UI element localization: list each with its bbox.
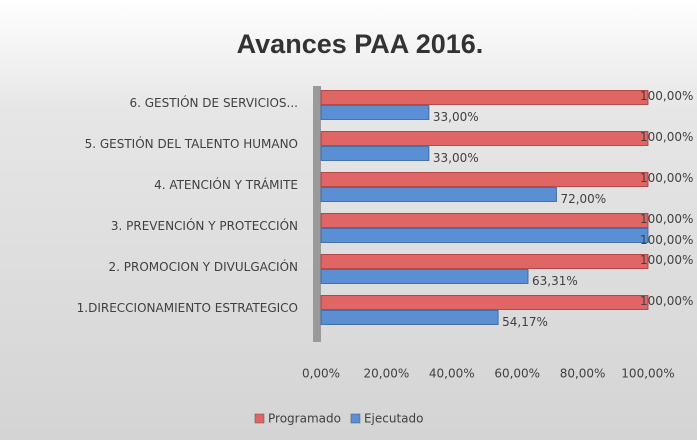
bar	[320, 172, 649, 187]
y-tick-label: 2. PROMOCION Y DIVULGACIÓN	[109, 259, 298, 274]
y-tick-label: 4. ATENCIÓN Y TRÁMITE	[154, 177, 298, 192]
x-tick-label: 60,00%	[494, 367, 540, 381]
value-label: 100,00%	[640, 171, 693, 185]
legend-label: Programado	[268, 412, 341, 426]
y-tick-label: 6. GESTIÓN DE SERVICIOS...	[129, 95, 298, 110]
axis-wall	[313, 86, 321, 342]
bar	[320, 228, 649, 243]
value-label: 63,31%	[532, 274, 578, 288]
value-label: 100,00%	[640, 253, 693, 267]
x-tick-label: 20,00%	[364, 367, 410, 381]
value-label: 100,00%	[640, 233, 693, 247]
value-label: 100,00%	[640, 212, 693, 226]
chart-title: Avances PAA 2016.	[237, 29, 484, 59]
bar	[320, 105, 430, 120]
bar	[320, 213, 649, 228]
x-tick-label: 40,00%	[429, 367, 475, 381]
bar	[320, 90, 649, 105]
x-tick-label: 80,00%	[560, 367, 606, 381]
y-tick-label: 3. PREVENCIÓN Y PROTECCIÓN	[111, 218, 298, 233]
value-label: 100,00%	[640, 294, 693, 308]
value-label: 54,17%	[502, 315, 548, 329]
x-tick-label: 100,00%	[621, 367, 674, 381]
value-label: 72,00%	[560, 192, 606, 206]
bar	[320, 295, 649, 310]
legend-label: Ejecutado	[364, 412, 424, 426]
bar	[320, 254, 649, 269]
y-tick-label: 1.DIRECCIONAMIENTO ESTRATEGICO	[77, 301, 298, 315]
bar	[320, 187, 557, 202]
bar	[320, 146, 430, 161]
y-tick-label: 5. GESTIÓN DEL TALENTO HUMANO	[85, 136, 298, 151]
legend-swatch	[350, 413, 361, 424]
value-label: 100,00%	[640, 89, 693, 103]
value-label: 100,00%	[640, 130, 693, 144]
legend-swatch	[254, 413, 265, 424]
bar	[320, 269, 529, 284]
value-label: 33,00%	[433, 151, 479, 165]
x-tick-label: 0,00%	[302, 367, 340, 381]
bar	[320, 131, 649, 146]
bar	[320, 310, 499, 325]
value-label: 33,00%	[433, 110, 479, 124]
